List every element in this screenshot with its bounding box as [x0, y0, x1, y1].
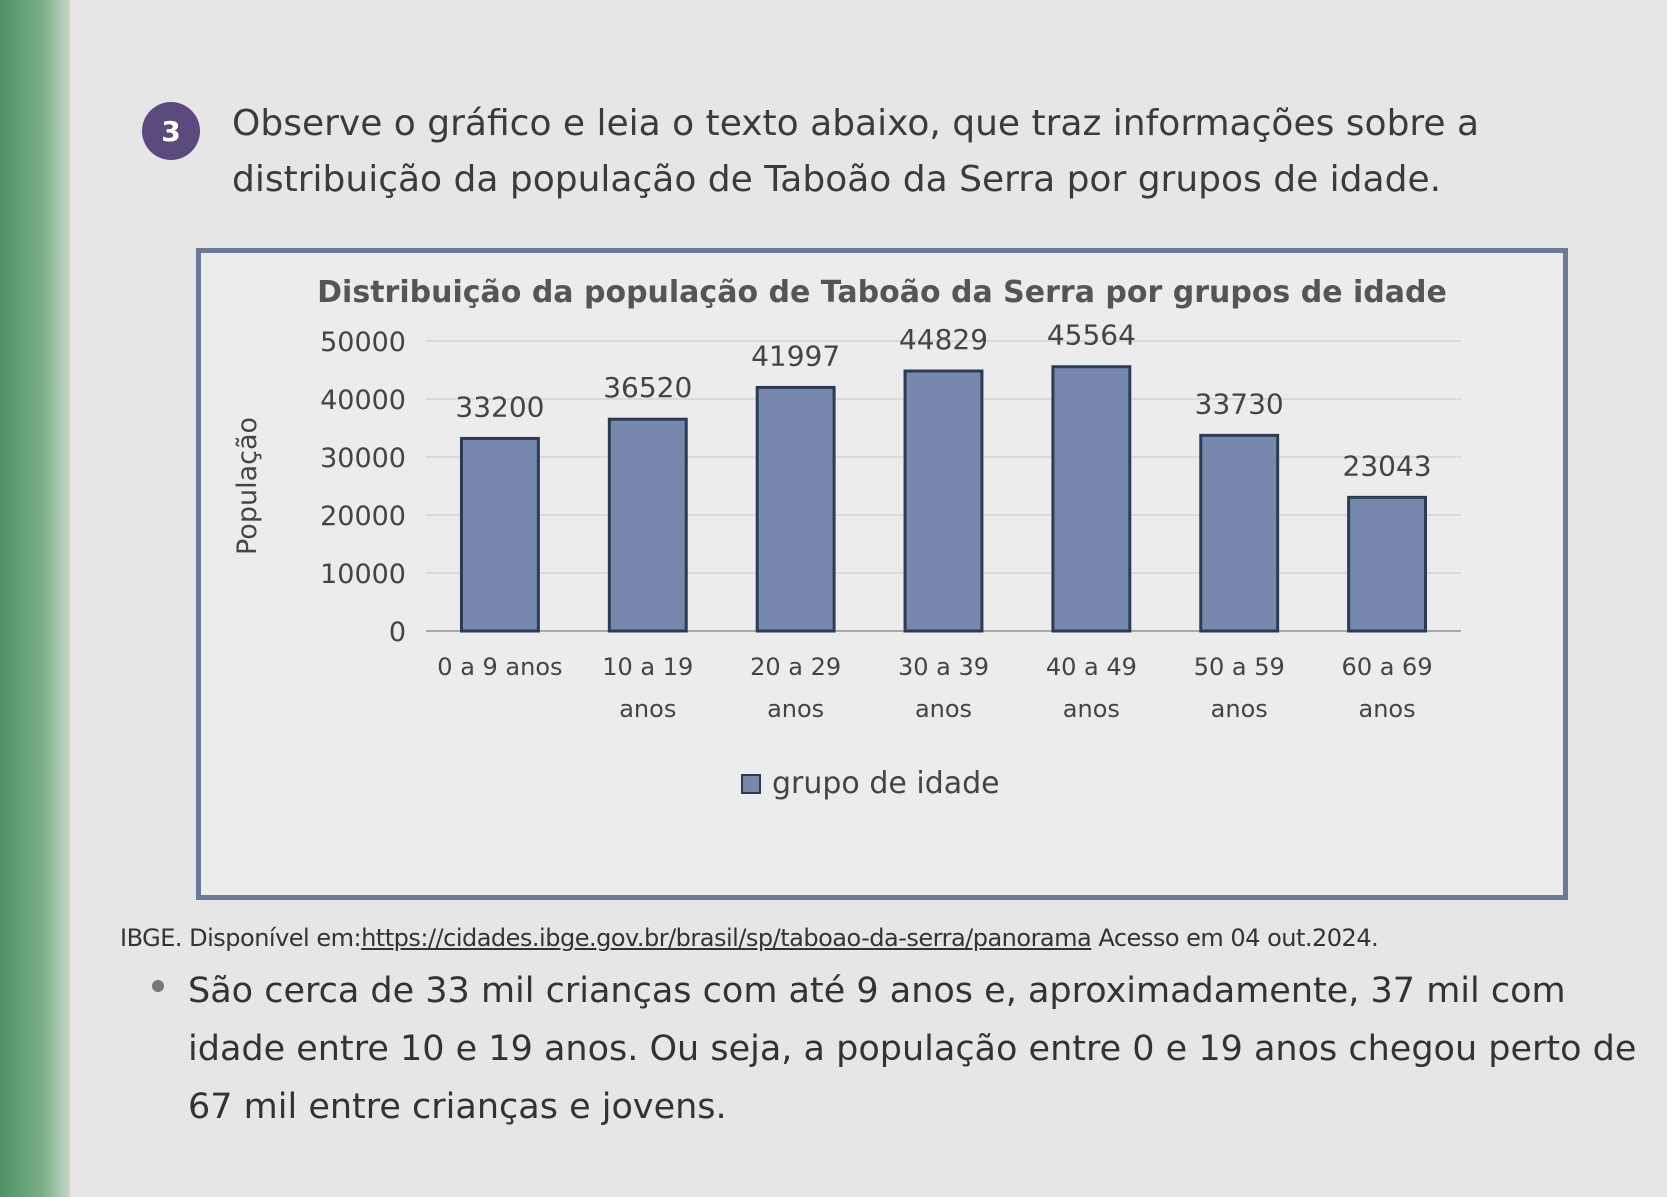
x-tick-label: anos [767, 695, 824, 723]
x-tick-label: 20 a 29 [750, 653, 841, 681]
chart-title: Distribuição da população de Taboão da S… [317, 275, 1447, 310]
source-citation: IBGE. Disponível em:https://cidades.ibge… [120, 924, 1379, 952]
x-tick-label: anos [1211, 695, 1268, 723]
source-link[interactable]: https://cidades.ibge.gov.br/brasil/sp/ta… [361, 924, 1092, 952]
x-tick-label: 40 a 49 [1046, 653, 1137, 681]
question-number-badge: 3 [142, 102, 200, 160]
bar [1051, 365, 1132, 633]
y-tick-label: 50000 [320, 327, 406, 358]
data-label: 33200 [455, 390, 544, 423]
source-suffix: Acesso em 04 out.2024. [1091, 924, 1379, 952]
y-tick-label: 10000 [320, 559, 406, 590]
data-label: 33730 [1195, 387, 1284, 420]
bar [607, 417, 688, 633]
data-label: 44829 [899, 323, 988, 356]
question-text: Observe o gráfico e leia o texto abaixo,… [232, 103, 1480, 200]
data-label: 23043 [1343, 449, 1432, 482]
data-label: 41997 [751, 339, 840, 372]
source-prefix: IBGE. Disponível em: [120, 924, 362, 952]
green-page-edge [0, 0, 70, 1197]
x-tick-label: anos [1063, 695, 1120, 723]
bar [1199, 433, 1280, 633]
x-tick-label: anos [619, 695, 676, 723]
data-label: 36520 [603, 371, 692, 404]
y-axis-label: População [232, 417, 263, 555]
legend-label: grupo de idade [772, 766, 1000, 801]
data-label: 45564 [1047, 319, 1136, 352]
chart-frame: Distribuição da população de Taboão da S… [196, 248, 1568, 900]
y-tick-label: 30000 [320, 443, 406, 474]
x-tick-label: 50 a 59 [1194, 653, 1285, 681]
x-tick-label: anos [1359, 695, 1416, 723]
x-tick-label: anos [915, 695, 972, 723]
bullet-dot [152, 980, 164, 992]
y-tick-label: 20000 [320, 501, 406, 532]
bar [459, 436, 540, 633]
bullet-text: São cerca de 33 mil crianças com até 9 a… [188, 971, 1637, 1127]
legend-swatch [741, 774, 761, 794]
x-tick-label: 0 a 9 anos [437, 653, 562, 681]
x-tick-label: 10 a 19 [602, 653, 693, 681]
bar-chart: 0 10000 20000 30000 40000 50000 População 33200… [232, 319, 1461, 801]
bar [903, 369, 984, 633]
y-tick-label: 0 [389, 617, 406, 648]
x-tick-label: 60 a 69 [1342, 653, 1433, 681]
x-tick-label: 30 a 39 [898, 653, 989, 681]
bar [1347, 495, 1428, 633]
y-tick-label: 40000 [320, 385, 406, 416]
bar [755, 385, 836, 633]
